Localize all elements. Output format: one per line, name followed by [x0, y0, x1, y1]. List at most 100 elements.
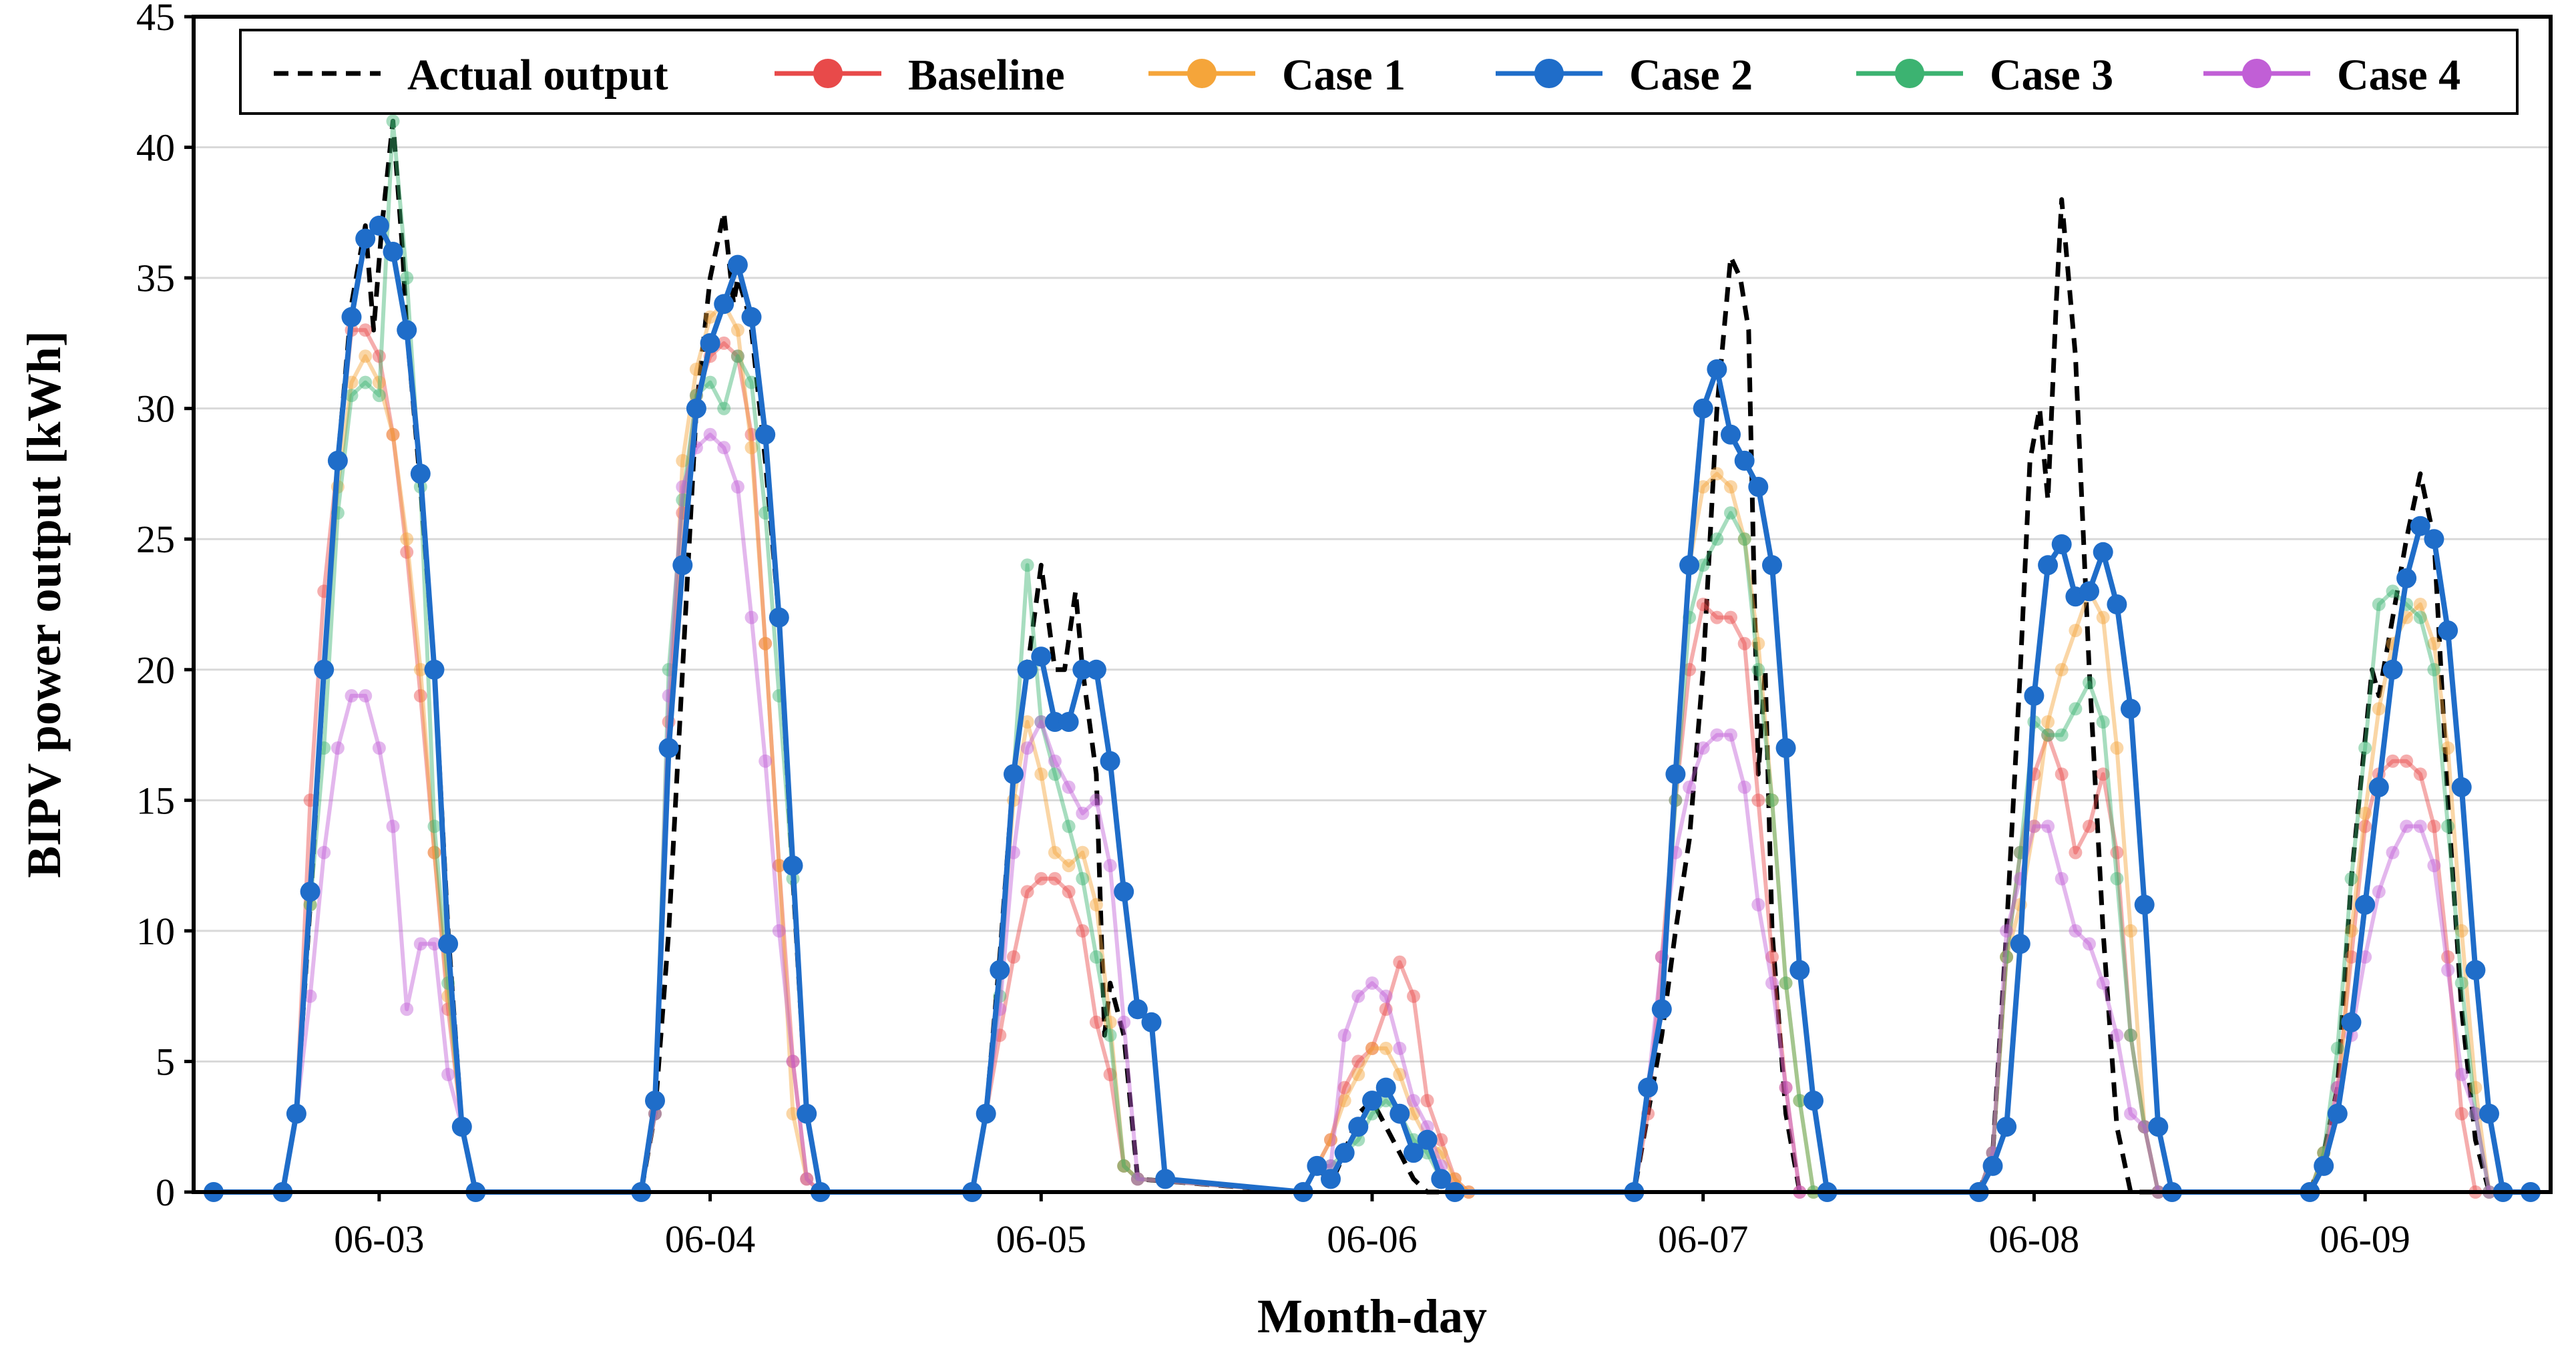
data-point-case-2 — [2410, 516, 2430, 536]
data-point-baseline — [2441, 950, 2455, 964]
data-point-case-1 — [2110, 741, 2124, 755]
series-line-case-4 — [214, 432, 2531, 1194]
data-point-case-1 — [1751, 636, 1765, 650]
data-point-case-4 — [2137, 1120, 2151, 1134]
data-point-case-1 — [2468, 1081, 2483, 1095]
data-point-case-2 — [741, 307, 762, 327]
data-point-case-3 — [1089, 950, 1103, 964]
data-point-case-4 — [1751, 898, 1765, 912]
data-point-case-4 — [1117, 1015, 1131, 1029]
data-point-case-4 — [2000, 924, 2014, 938]
data-point-case-2 — [1721, 424, 1741, 445]
data-point-case-1 — [1393, 1068, 1407, 1081]
data-point-case-2 — [1775, 738, 1796, 759]
data-point-case-2 — [1789, 960, 1810, 980]
legend-box — [239, 29, 2519, 115]
data-point-case-2 — [1362, 1091, 1382, 1111]
data-point-case-1 — [2413, 598, 2427, 611]
data-point-case-4 — [2372, 885, 2386, 899]
data-point-baseline — [1337, 1081, 1351, 1095]
data-point-baseline — [1379, 1002, 1393, 1016]
data-point-case-2 — [451, 1117, 472, 1137]
data-point-case-4 — [703, 427, 717, 441]
legend-marker-case-2 — [1534, 59, 1564, 88]
data-point-case-1 — [1020, 715, 1034, 729]
y-tick-label: 10 — [136, 910, 175, 953]
data-point-baseline — [2413, 767, 2427, 781]
data-point-baseline — [2000, 950, 2014, 964]
data-point-case-3 — [400, 271, 414, 285]
legend-label-case-2: Case 2 — [1629, 51, 1753, 100]
x-axis-ticks: 06-03 06-04 06-05 06-06 06-07 06-08 06-09 — [334, 1192, 2410, 1261]
data-point-case-4 — [2124, 1107, 2137, 1121]
data-point-case-4 — [372, 741, 386, 755]
data-point-baseline — [744, 427, 759, 441]
data-point-case-1 — [2027, 819, 2041, 833]
data-point-case-1 — [1076, 845, 1090, 859]
data-point-case-2 — [1004, 764, 1024, 785]
legend-label-case-3: Case 3 — [1990, 51, 2113, 100]
data-point-case-2 — [1803, 1091, 1823, 1111]
x-tick-label: 06-07 — [1658, 1217, 1748, 1261]
data-point-case-4 — [1710, 728, 1724, 742]
data-point-case-2 — [1982, 1155, 2003, 1176]
data-point-case-2 — [755, 424, 776, 445]
data-point-case-4 — [2027, 819, 2041, 833]
data-point-case-2 — [2465, 960, 2486, 980]
data-point-case-2 — [1679, 555, 1700, 576]
series-case-4 — [207, 427, 2537, 1199]
grid-lines — [194, 146, 2551, 1062]
data-point-case-3 — [1117, 1159, 1131, 1173]
data-point-case-1 — [1048, 845, 1062, 859]
data-point-case-2 — [1141, 1012, 1162, 1032]
series-baseline — [207, 323, 2537, 1199]
data-point-case-4 — [331, 741, 345, 755]
data-point-case-2 — [1651, 999, 1672, 1020]
data-point-case-1 — [1117, 1159, 1131, 1173]
data-point-case-1 — [744, 441, 759, 455]
data-point-case-2 — [1431, 1169, 1452, 1189]
data-point-case-1 — [1351, 1068, 1365, 1081]
data-point-baseline — [2124, 1028, 2137, 1042]
data-point-case-3 — [1020, 558, 1034, 572]
data-point-case-2 — [1404, 1143, 1424, 1163]
data-point-case-1 — [1696, 480, 1710, 494]
data-point-baseline — [2110, 845, 2124, 859]
data-point-case-1 — [2041, 715, 2055, 729]
data-point-case-3 — [2441, 819, 2455, 833]
x-tick-label: 06-09 — [2320, 1217, 2410, 1261]
data-point-case-2 — [783, 855, 803, 876]
data-point-baseline — [2096, 767, 2110, 781]
y-tick-label: 35 — [136, 256, 175, 300]
data-point-case-4 — [1407, 1094, 1420, 1108]
y-tick-label: 40 — [136, 126, 175, 170]
data-point-case-2 — [672, 555, 693, 576]
data-point-baseline — [359, 323, 373, 337]
data-point-case-2 — [397, 320, 417, 341]
legend-marker-case-4 — [2242, 59, 2272, 88]
data-point-case-2 — [2051, 534, 2072, 554]
data-point-case-2 — [1114, 882, 1134, 902]
data-point-case-1 — [2344, 924, 2358, 938]
data-point-case-2 — [2314, 1155, 2334, 1176]
data-point-baseline — [1117, 1159, 1131, 1173]
data-point-case-3 — [345, 389, 359, 403]
data-point-case-2 — [1748, 477, 1769, 497]
y-tick-label: 30 — [136, 387, 175, 431]
y-tick-label: 0 — [156, 1171, 175, 1214]
data-point-case-4 — [400, 1002, 414, 1016]
data-point-case-3 — [1793, 1094, 1807, 1108]
data-point-baseline — [772, 859, 786, 873]
data-point-case-2 — [1762, 555, 1782, 576]
data-point-case-1 — [1448, 1172, 1462, 1186]
legend-label-case-1: Case 1 — [1282, 51, 1406, 100]
y-axis-ticks: 0 5 10 15 20 25 30 35 40 45 — [136, 0, 194, 1214]
data-point-case-2 — [700, 333, 720, 353]
data-point-case-1 — [1324, 1133, 1337, 1147]
data-point-case-4 — [1393, 1041, 1407, 1055]
legend-entry-case-3: Case 3 — [1856, 51, 2113, 100]
legend-entry-baseline: Baseline — [775, 51, 1065, 100]
y-tick-label: 15 — [136, 779, 175, 822]
data-point-case-2 — [355, 228, 376, 249]
data-point-case-1 — [2137, 1120, 2151, 1134]
